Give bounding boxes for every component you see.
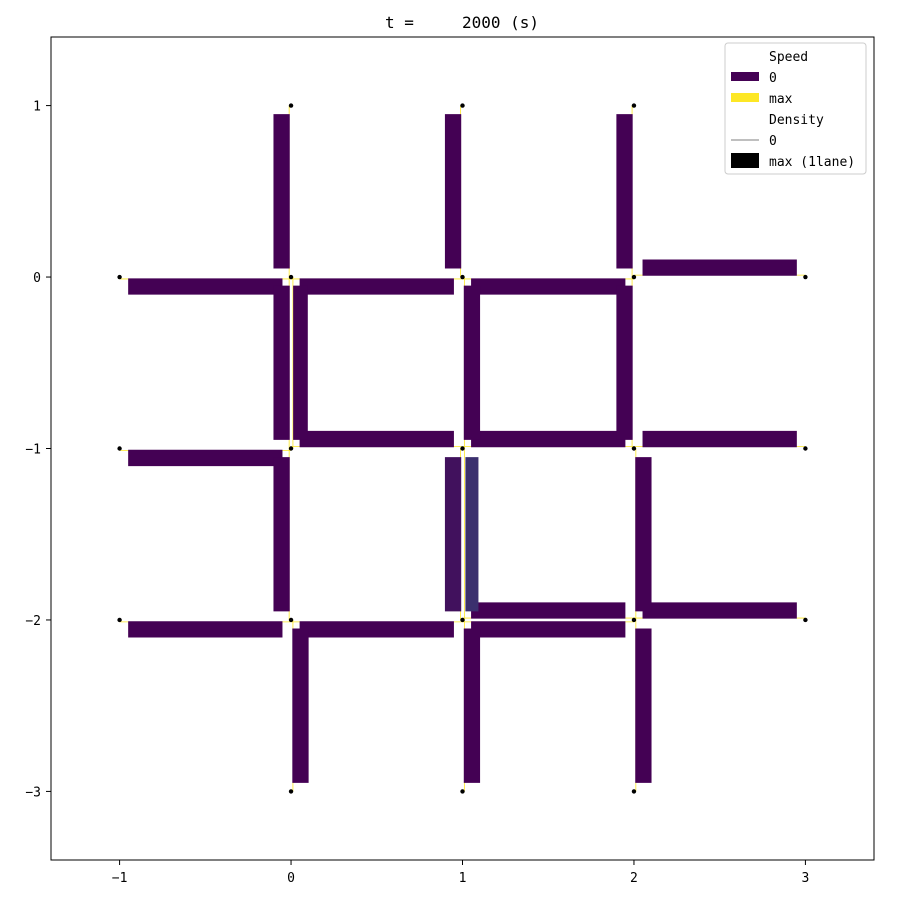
node-point	[803, 617, 808, 623]
legend-speed-max-label: max	[769, 92, 793, 107]
chart-title: t = 2000 (s)	[385, 13, 539, 32]
node-point	[288, 274, 294, 280]
node-point	[631, 274, 637, 280]
node-point	[460, 789, 465, 794]
x-tick-label: 2	[630, 871, 638, 886]
node-point	[460, 617, 465, 623]
node-point	[117, 617, 122, 623]
x-tick-label: −1	[112, 871, 128, 886]
legend-speed-min-swatch	[731, 72, 759, 81]
nodes-layer	[117, 103, 808, 794]
node-point	[631, 789, 637, 794]
x-tick-label: 1	[459, 871, 467, 886]
legend-density-max-swatch	[731, 153, 759, 168]
links-layer	[119, 105, 806, 792]
y-tick-label: −3	[25, 785, 41, 800]
node-point	[117, 274, 122, 280]
legend-speed-min-label: 0	[769, 71, 777, 86]
node-point	[803, 446, 808, 451]
y-tick-label: −1	[25, 443, 41, 458]
y-tick-label: 0	[33, 271, 41, 286]
x-tick-label: 3	[802, 871, 810, 886]
y-axis: −3 −2 −1 0 1	[25, 100, 51, 800]
node-point	[288, 617, 294, 623]
x-tick-label: 0	[287, 871, 295, 886]
node-point	[460, 103, 465, 108]
x-axis: −1 0 1 2 3	[112, 860, 810, 886]
node-point	[460, 446, 465, 451]
y-tick-label: −2	[25, 614, 41, 629]
node-point	[288, 789, 294, 794]
y-tick-label: 1	[33, 100, 41, 115]
node-point	[631, 103, 637, 108]
node-point	[117, 446, 122, 451]
legend-speed-header: Speed	[769, 50, 808, 65]
node-point	[288, 103, 294, 108]
legend-frame	[724, 42, 867, 175]
legend-speed-max-swatch	[731, 93, 759, 102]
legend-density-min-label: 0	[769, 134, 777, 149]
legend-density-header: Density	[769, 113, 824, 128]
legend-density-max-label: max (1lane)	[769, 155, 855, 170]
legend: Speed 0 max Density 0 max (1lane)	[724, 42, 867, 175]
node-point	[631, 446, 637, 451]
node-point	[288, 446, 294, 451]
node-point	[631, 617, 637, 623]
node-point	[803, 274, 808, 280]
node-point	[460, 274, 465, 280]
